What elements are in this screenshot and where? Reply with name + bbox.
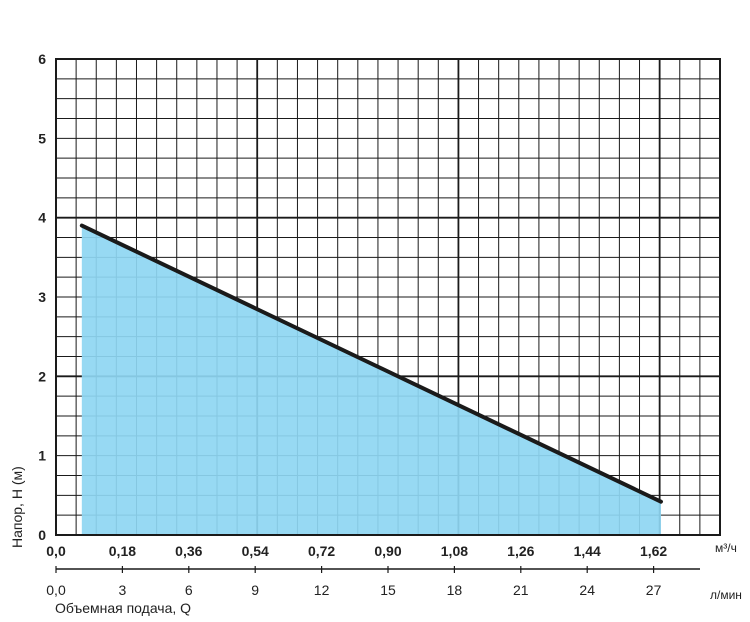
y-tick-label: 0 — [38, 527, 46, 543]
y-tick-labels: 0 1 2 3 4 5 6 — [38, 51, 46, 543]
pump-curve-line — [79, 223, 663, 504]
y-tick-label: 6 — [38, 51, 46, 67]
x-unit-primary: м³/ч — [715, 541, 737, 555]
x-tick-label-secondary: 18 — [447, 582, 463, 598]
x-tick-label-primary: 0,54 — [242, 543, 269, 559]
x-tick-label-primary: 1,08 — [441, 543, 468, 559]
y-axis-title: Напор, H (м) — [9, 466, 25, 548]
x-tick-labels-secondary: 0,0 3 6 9 12 15 18 21 24 27 — [46, 566, 662, 598]
x-tick-label-secondary: 0,0 — [46, 582, 66, 598]
x-tick-label-secondary: 15 — [380, 582, 396, 598]
x-unit-secondary: л/мин — [710, 588, 742, 602]
x-axis-title: Объемная подача, Q — [55, 600, 191, 616]
y-tick-label: 2 — [38, 368, 46, 384]
x-tick-label-primary: 1,26 — [507, 543, 534, 559]
x-tick-label-primary: 1,44 — [574, 543, 601, 559]
x-tick-label-secondary: 6 — [185, 582, 193, 598]
x-tick-label-secondary: 27 — [646, 582, 662, 598]
y-tick-label: 4 — [38, 210, 46, 226]
x-tick-label-secondary: 21 — [513, 582, 529, 598]
x-tick-label-secondary: 9 — [251, 582, 259, 598]
x-tick-label-primary: 0,72 — [308, 543, 335, 559]
operating-area — [81, 225, 661, 535]
y-tick-label: 5 — [38, 130, 46, 146]
x-tick-label-primary: 0,0 — [46, 543, 66, 559]
x-tick-labels-primary: 0,0 0,18 0,36 0,54 0,72 0,90 1,08 1,26 1,44 1,62 — [46, 543, 667, 559]
x-tick-label-primary: 0,18 — [109, 543, 136, 559]
x-tick-label-secondary: 24 — [579, 582, 595, 598]
x-tick-label-primary: 1,62 — [640, 543, 667, 559]
x-tick-label-secondary: 3 — [119, 582, 127, 598]
area-layer — [79, 223, 663, 535]
frame-layer — [55, 58, 721, 536]
y-tick-label: 3 — [38, 289, 46, 305]
y-tick-label: 1 — [38, 448, 46, 464]
x-tick-label-primary: 0,36 — [175, 543, 202, 559]
x-tick-label-primary: 0,90 — [374, 543, 401, 559]
x-tick-label-secondary: 12 — [314, 582, 330, 598]
plot-frame — [55, 58, 721, 536]
